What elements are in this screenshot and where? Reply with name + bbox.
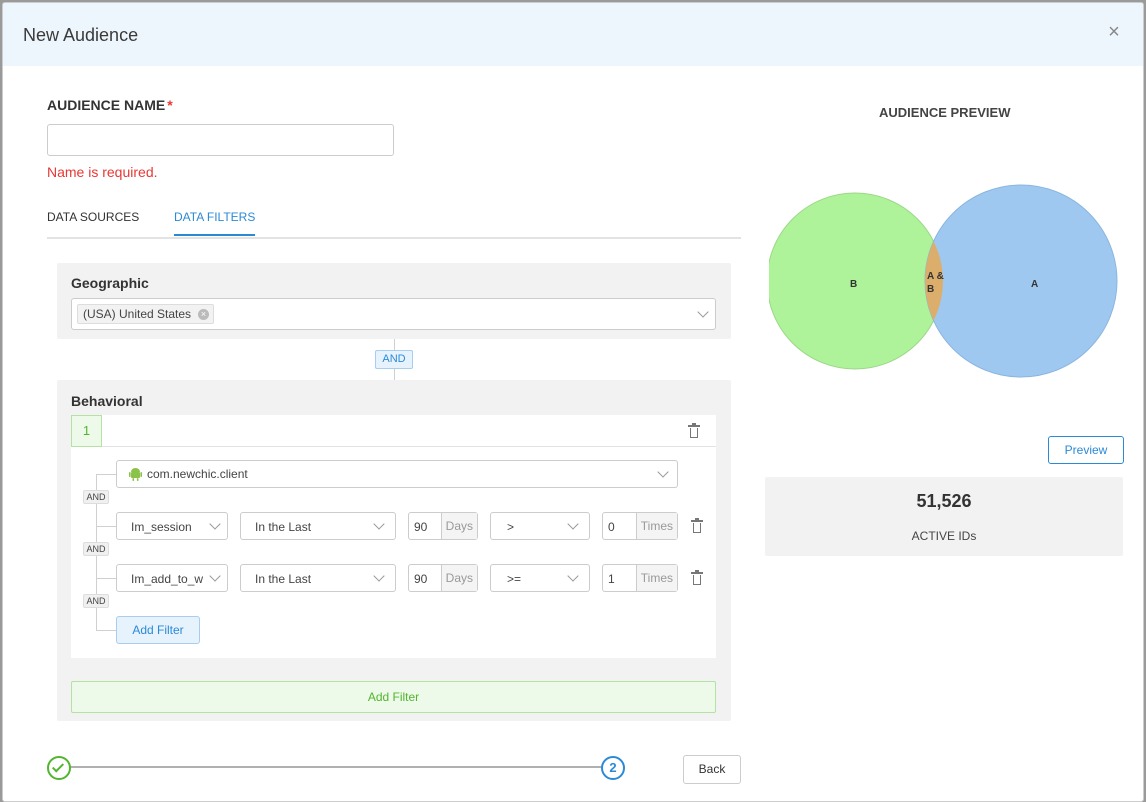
behavioral-title: Behavioral xyxy=(71,393,143,409)
times-value: 1 xyxy=(608,572,615,586)
audience-preview-title: AUDIENCE PREVIEW xyxy=(879,105,1011,120)
times-input[interactable]: 0 Times xyxy=(602,512,678,540)
active-ids-panel: 51,526 ACTIVE IDs xyxy=(765,477,1123,556)
operator-select-value: > xyxy=(507,520,515,534)
period-select[interactable]: In the Last xyxy=(240,512,396,540)
operator-select-value: >= xyxy=(507,572,522,586)
stepper-line xyxy=(69,766,601,768)
check-icon xyxy=(51,760,65,773)
geographic-panel: Geographic (USA) United States × xyxy=(57,263,731,339)
and-label: AND xyxy=(83,594,109,608)
chevron-down-icon xyxy=(209,570,221,582)
times-value: 0 xyxy=(608,520,615,534)
close-icon[interactable]: × xyxy=(1108,21,1120,43)
delete-filter-icon[interactable] xyxy=(691,518,703,533)
tree-branch-filter-2 xyxy=(96,578,116,579)
venn-label-a: A xyxy=(1031,279,1038,290)
app-select[interactable]: com.newchic.client xyxy=(116,460,678,488)
days-input[interactable]: 90 Days xyxy=(408,564,478,592)
step-2-active[interactable]: 2 xyxy=(601,756,625,780)
event-select-value: Im_add_to_w xyxy=(131,572,204,586)
times-unit: Times xyxy=(635,513,677,539)
behavioral-panel: Behavioral 1 com.newchic xyxy=(57,380,731,721)
required-mark: * xyxy=(167,97,173,113)
chevron-down-icon xyxy=(209,518,221,530)
preview-button[interactable]: Preview xyxy=(1048,436,1124,464)
audience-name-label: AUDIENCE NAME * xyxy=(47,97,173,113)
audience-name-input[interactable] xyxy=(47,124,394,156)
event-select[interactable]: Im_add_to_w xyxy=(116,564,228,592)
delete-group-icon[interactable] xyxy=(688,423,700,438)
tree-branch-app xyxy=(96,474,116,475)
tab-data-filters[interactable]: DATA FILTERS xyxy=(174,210,256,236)
period-select-value: In the Last xyxy=(255,520,312,534)
venn-label-ab-line2: B xyxy=(927,284,934,295)
days-input[interactable]: 90 Days xyxy=(408,512,478,540)
tab-data-sources[interactable]: DATA SOURCES xyxy=(47,210,140,224)
chevron-down-icon xyxy=(567,570,579,582)
times-unit: Times xyxy=(635,565,677,591)
and-connector-badge: AND xyxy=(375,350,413,369)
name-error-message: Name is required. xyxy=(47,164,158,180)
venn-label-b: B xyxy=(850,279,857,290)
days-value: 90 xyxy=(414,572,428,586)
and-label: AND xyxy=(83,542,109,556)
operator-select[interactable]: > xyxy=(490,512,590,540)
back-button[interactable]: Back xyxy=(683,755,741,784)
step-1-complete[interactable] xyxy=(47,756,71,780)
android-icon xyxy=(129,468,142,481)
days-value: 90 xyxy=(414,520,428,534)
add-filter-button[interactable]: Add Filter xyxy=(116,616,200,644)
selected-country-tag: (USA) United States × xyxy=(77,304,215,324)
operator-select[interactable]: >= xyxy=(490,564,590,592)
filter-group-card: 1 com.newchic.client xyxy=(71,415,716,658)
tree-branch-add xyxy=(96,630,116,631)
chevron-down-icon xyxy=(697,306,709,318)
period-select[interactable]: In the Last xyxy=(240,564,396,592)
active-ids-label: ACTIVE IDs xyxy=(911,529,977,543)
tree-branch-filter-1 xyxy=(96,526,116,527)
chevron-down-icon xyxy=(373,570,385,582)
add-filter-group-button[interactable]: Add Filter xyxy=(71,681,716,713)
days-unit: Days xyxy=(440,565,477,591)
days-unit: Days xyxy=(440,513,477,539)
delete-filter-icon[interactable] xyxy=(691,570,703,585)
selected-country-label: (USA) United States xyxy=(83,307,192,321)
app-select-value: com.newchic.client xyxy=(147,467,248,481)
geographic-title: Geographic xyxy=(71,275,149,291)
event-select[interactable]: Im_session xyxy=(116,512,228,540)
audience-name-label-text: AUDIENCE NAME xyxy=(47,97,166,113)
venn-diagram: B A A & B xyxy=(769,184,1118,378)
remove-tag-icon[interactable]: × xyxy=(198,309,210,320)
times-input[interactable]: 1 Times xyxy=(602,564,678,592)
active-ids-count: 51,526 xyxy=(916,491,972,511)
chevron-down-icon xyxy=(567,518,579,530)
venn-circle-a xyxy=(924,184,1118,378)
filter-group-header xyxy=(71,415,716,447)
chevron-down-icon xyxy=(373,518,385,530)
modal-title: New Audience xyxy=(23,25,139,45)
venn-label-ab-line1: A & xyxy=(927,271,944,282)
event-select-value: Im_session xyxy=(131,520,192,534)
country-select[interactable]: (USA) United States × xyxy=(71,298,716,330)
group-index: 1 xyxy=(71,415,102,447)
chevron-down-icon xyxy=(657,466,669,478)
and-label: AND xyxy=(83,490,109,504)
period-select-value: In the Last xyxy=(255,572,312,586)
modal-header: New Audience × xyxy=(3,3,1143,66)
tab-bar: DATA SOURCES DATA FILTERS xyxy=(47,201,741,239)
